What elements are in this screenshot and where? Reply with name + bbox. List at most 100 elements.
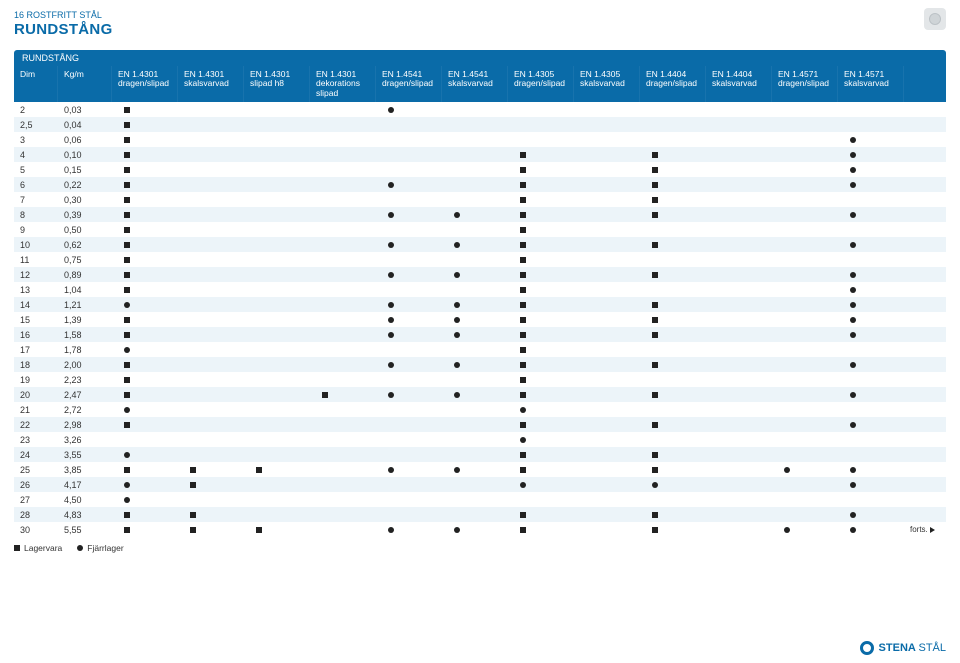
cell-mark: [310, 117, 376, 132]
cell-mark: [508, 282, 574, 297]
cell-mark: [112, 477, 178, 492]
cell-mark: [640, 462, 706, 477]
cell-mark: [772, 327, 838, 342]
cell-mark: [442, 417, 508, 432]
table-row: 212,72: [14, 402, 946, 417]
cell-mark: [706, 357, 772, 372]
square-icon: [520, 347, 526, 353]
cell-mark: [640, 387, 706, 402]
cell-mark: [442, 162, 508, 177]
cell-mark: [442, 357, 508, 372]
cell-mark: [508, 207, 574, 222]
cell-mark: [178, 417, 244, 432]
cell-mark: [310, 372, 376, 387]
cell-mark: [508, 237, 574, 252]
cell-mark: [178, 477, 244, 492]
square-icon: [520, 392, 526, 398]
cell-mark: [706, 132, 772, 147]
cell-mark: [442, 372, 508, 387]
cell-mark: [112, 507, 178, 522]
table-row: 274,50: [14, 492, 946, 507]
cell-mark: [310, 417, 376, 432]
circle-icon: [77, 545, 83, 551]
cell-mark: [772, 207, 838, 222]
cell-mark: [376, 177, 442, 192]
cell-mark: [310, 297, 376, 312]
circle-icon: [388, 527, 394, 533]
circle-icon: [388, 317, 394, 323]
cell-dim: 23: [14, 432, 58, 447]
cell-mark: [772, 297, 838, 312]
cell-mark: [244, 477, 310, 492]
square-icon: [124, 527, 130, 533]
cell-mark: [838, 462, 904, 477]
cell-mark: [178, 192, 244, 207]
cell-note: [904, 147, 940, 162]
table-column-header: EN 1.4301 skalsvarvad: [178, 66, 244, 102]
table-column-header: EN 1.4404 skalsvarvad: [706, 66, 772, 102]
square-icon: [652, 197, 658, 203]
cell-mark: [838, 282, 904, 297]
cell-kg: 2,00: [58, 357, 112, 372]
cell-note: [904, 357, 940, 372]
cell-mark: [442, 387, 508, 402]
square-icon: [652, 512, 658, 518]
cell-dim: 2,5: [14, 117, 58, 132]
circle-icon: [124, 452, 130, 458]
cell-mark: [772, 282, 838, 297]
square-icon: [520, 362, 526, 368]
circle-icon: [850, 287, 856, 293]
cell-mark: [508, 522, 574, 537]
circle-icon: [784, 527, 790, 533]
cell-mark: [772, 462, 838, 477]
cell-mark: [508, 507, 574, 522]
cell-mark: [112, 387, 178, 402]
cell-mark: [442, 297, 508, 312]
cell-mark: [838, 132, 904, 147]
cell-mark: [508, 372, 574, 387]
cell-mark: [310, 162, 376, 177]
cell-mark: [838, 372, 904, 387]
cell-dim: 3: [14, 132, 58, 147]
circle-icon: [388, 272, 394, 278]
cell-mark: [442, 327, 508, 342]
cell-note: [904, 132, 940, 147]
cell-mark: [574, 147, 640, 162]
cell-kg: 0,03: [58, 102, 112, 117]
cell-mark: [574, 462, 640, 477]
circle-icon: [124, 302, 130, 308]
cell-mark: [772, 387, 838, 402]
circle-icon: [850, 182, 856, 188]
cell-mark: [838, 237, 904, 252]
cell-mark: [574, 162, 640, 177]
cell-dim: 8: [14, 207, 58, 222]
cell-mark: [112, 402, 178, 417]
breadcrumb: 16 ROSTFRITT STÅL: [14, 10, 946, 20]
cell-mark: [838, 417, 904, 432]
cell-mark: [178, 297, 244, 312]
cell-mark: [112, 162, 178, 177]
square-icon: [124, 107, 130, 113]
cell-mark: [310, 147, 376, 162]
cell-kg: 0,39: [58, 207, 112, 222]
cell-mark: [706, 522, 772, 537]
cell-mark: [244, 432, 310, 447]
circle-icon: [454, 362, 460, 368]
cell-mark: [310, 432, 376, 447]
cell-mark: [244, 162, 310, 177]
cell-mark: [574, 132, 640, 147]
cell-mark: [640, 192, 706, 207]
cell-mark: [442, 237, 508, 252]
cell-mark: [310, 357, 376, 372]
cell-mark: [508, 357, 574, 372]
cell-mark: [640, 282, 706, 297]
circle-icon: [388, 467, 394, 473]
cell-mark: [574, 402, 640, 417]
cell-mark: [772, 417, 838, 432]
square-icon: [652, 317, 658, 323]
legend-item-lagervara: Lagervara: [14, 543, 62, 553]
cell-mark: [772, 177, 838, 192]
cell-mark: [640, 117, 706, 132]
cell-mark: [178, 237, 244, 252]
cell-mark: [574, 267, 640, 282]
